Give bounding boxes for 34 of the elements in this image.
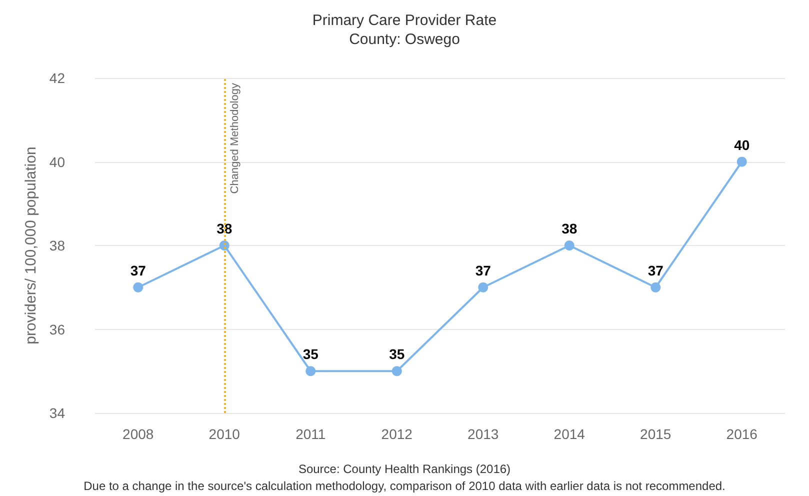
- point: [736, 156, 747, 167]
- y-tick-label: 34: [49, 405, 66, 421]
- y-tick-label: 42: [49, 70, 66, 86]
- data-label: 40: [734, 136, 750, 153]
- data-label: 38: [216, 220, 232, 236]
- ref-line-label: Changed Methodology: [228, 82, 241, 194]
- point: [650, 282, 661, 292]
- data-label: 35: [302, 346, 319, 362]
- point: [392, 366, 402, 376]
- y-axis-title: providers/ 100,000 population: [22, 146, 40, 344]
- y-tick-label: 40: [49, 154, 66, 170]
- x-tick-label: 2012: [381, 426, 413, 442]
- data-label: 37: [475, 262, 492, 278]
- point: [564, 240, 574, 250]
- x-tick-label: 2008: [122, 426, 154, 442]
- point: [133, 282, 144, 292]
- chart-title: Primary Care Provider Rate: [312, 12, 497, 29]
- x-tick-label: 2011: [296, 426, 326, 442]
- x-tick-label: 2016: [726, 426, 758, 442]
- x-tick-label: 2015: [640, 426, 672, 442]
- text: Due to a change in the source's calculation methodology, comparison of 2010 data with earlier data is not recommended.: [84, 479, 726, 493]
- x-tick-label: 2014: [554, 426, 586, 442]
- chart-subtitle: County: Oswego: [349, 31, 460, 48]
- source-note: Source: County Health Rankings (2016): [298, 462, 511, 476]
- point: [306, 366, 316, 376]
- point: [478, 282, 488, 292]
- data-label: 37: [130, 262, 146, 278]
- data-label: 38: [562, 220, 578, 236]
- y-tick-label: 36: [49, 321, 66, 338]
- x-tick-label: 2013: [468, 426, 499, 442]
- x-tick-label: 2010: [208, 426, 240, 442]
- data-label: 37: [648, 262, 664, 278]
- data-label: 35: [389, 346, 405, 362]
- y-tick-label: 38: [49, 238, 66, 254]
